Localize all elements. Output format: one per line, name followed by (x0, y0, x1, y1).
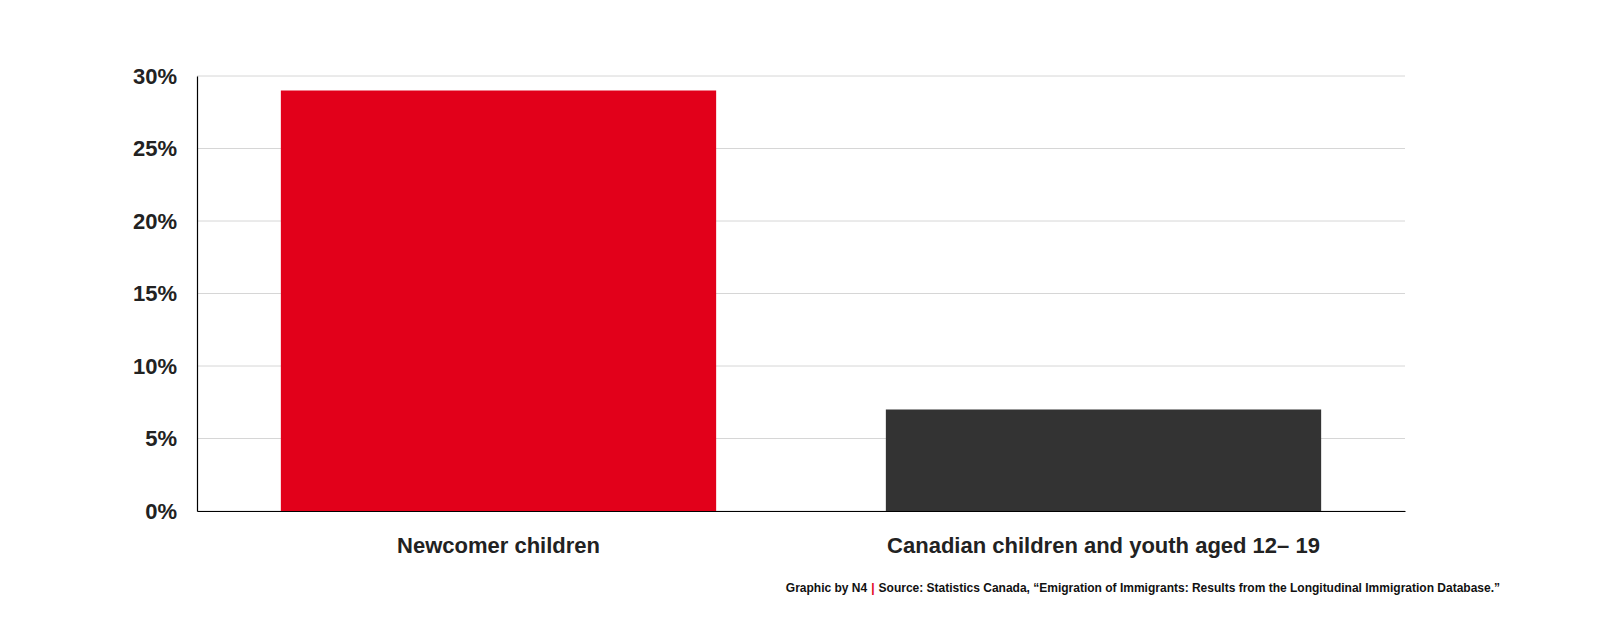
y-tick-label: 5% (145, 426, 177, 451)
y-tick: 25% (133, 136, 197, 161)
x-axis-line (198, 511, 1406, 512)
y-tick: 30% (133, 64, 197, 89)
footer-text: | (871, 581, 874, 595)
y-axis: 0% 5% 10% 15% 20% 25% 30% (133, 64, 198, 524)
footer-text: Graphic by N4 (786, 581, 868, 595)
plot: 0% 5% 10% 15% 20% 25% 30% Newcomer children Cana… (133, 64, 1406, 558)
bar (281, 91, 716, 512)
x-tick: Canadian children and youth aged 12– 19 (887, 511, 1320, 558)
y-tick-label: 10% (133, 354, 177, 379)
y-tick: 0% (145, 499, 197, 524)
y-tick-label: 15% (133, 281, 177, 306)
y-tick-label: 25% (133, 136, 177, 161)
y-tick: 20% (133, 209, 197, 234)
x-tick-label: Canadian children and youth aged 12– 19 (887, 533, 1320, 558)
y-tick-label: 0% (145, 499, 177, 524)
y-tick: 5% (145, 426, 197, 451)
y-tick: 15% (133, 281, 197, 306)
bars (281, 91, 1321, 512)
x-axis: Newcomer children Canadian children and y… (198, 511, 1406, 558)
y-tick: 10% (133, 354, 197, 379)
x-tick-label: Newcomer children (397, 533, 600, 558)
bar (886, 410, 1321, 512)
grid (197, 76, 1405, 511)
y-tick-label: 30% (133, 64, 177, 89)
footer: Graphic by N4| Source: Statistics Canada,… (786, 581, 1500, 595)
grid-line (197, 76, 1405, 77)
y-tick-label: 20% (133, 209, 177, 234)
x-tick: Newcomer children (397, 511, 600, 558)
footer-text: Source: Statistics Canada, “Emigration o… (879, 581, 1500, 595)
y-axis-line (197, 77, 198, 512)
chart: 0% 5% 10% 15% 20% 25% 30% Newcomer children Cana… (0, 0, 1600, 639)
